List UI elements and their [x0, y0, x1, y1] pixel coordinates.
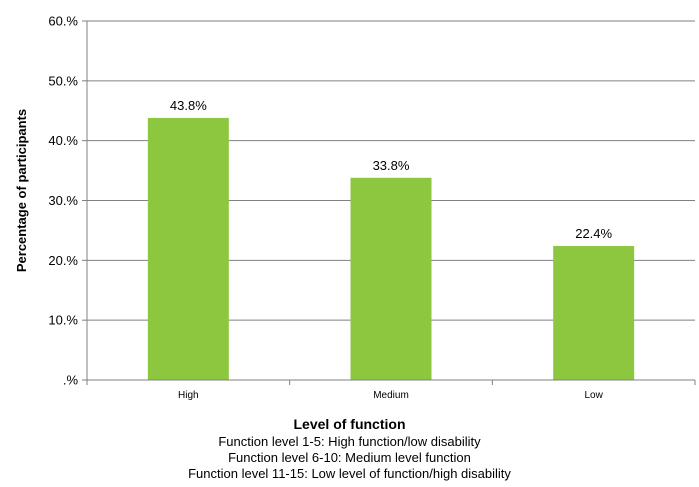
y-axis-ticks: .% 10.% 20.% 30.% 40.% 50.% 60.% [48, 14, 87, 388]
x-axis-title: Level of function [293, 416, 406, 432]
bars: 43.8% 33.8% 22.4% [147, 98, 635, 381]
data-label: 33.8% [373, 158, 410, 173]
bar-medium [350, 177, 432, 380]
y-tick-label: 60.% [48, 14, 78, 29]
y-tick-label: .% [63, 373, 79, 388]
y-tick-label: 10.% [48, 313, 78, 328]
data-label: 22.4% [575, 226, 612, 241]
data-label: 43.8% [170, 98, 207, 113]
bar-chart: .% 10.% 20.% 30.% 40.% 50.% 60.% 43.8% 33.8% 22.… [14, 14, 696, 401]
x-tick-label: Medium [373, 390, 409, 401]
y-tick-label: 40.% [48, 133, 78, 148]
y-tick-label: 20.% [48, 253, 78, 268]
x-tick-label: High [178, 390, 199, 401]
y-axis-title: Percentage of participants [14, 109, 29, 272]
x-axis-tick-labels: High Medium Low [86, 380, 696, 401]
y-tick-label: 30.% [48, 193, 78, 208]
y-tick-label: 50.% [48, 73, 78, 88]
x-tick-label: Low [584, 390, 603, 401]
bar-high [147, 117, 229, 381]
bar-low [553, 245, 635, 380]
legend-note-low: Function level 11-15: Low level of funct… [188, 466, 511, 481]
legend-note-medium: Function level 6-10: Medium level functi… [228, 450, 471, 465]
legend-note-high: Function level 1-5: High function/low di… [218, 434, 481, 449]
